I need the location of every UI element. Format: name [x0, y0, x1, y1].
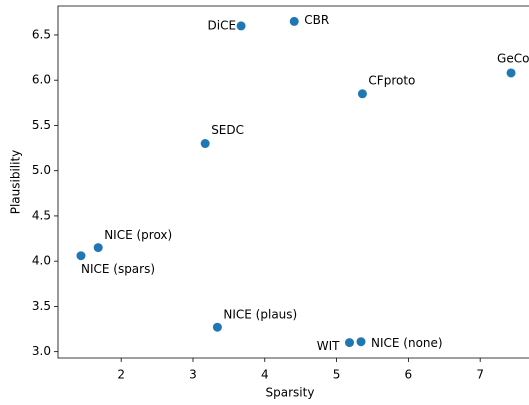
point-label: CBR [304, 13, 329, 27]
point [345, 338, 355, 348]
point-label: NICE (prox) [104, 228, 172, 242]
point [76, 251, 86, 261]
point-label: NICE (plaus) [223, 308, 297, 322]
point-label: DiCE [208, 18, 237, 32]
y-axis-label: Plausibility [9, 150, 23, 215]
x-tick-label: 5 [333, 368, 341, 382]
y-tick-label: 5.0 [32, 163, 51, 177]
x-tick-label: 3 [189, 368, 197, 382]
x-tick-label: 4 [261, 368, 269, 382]
point [212, 322, 222, 332]
point [357, 89, 367, 99]
y-tick-label: 6.5 [32, 27, 51, 41]
x-tick-label: 6 [405, 368, 413, 382]
y-tick-label: 4.5 [32, 208, 51, 222]
point-label: CFproto [368, 73, 415, 87]
point-label: SEDC [211, 123, 244, 137]
y-tick-label: 6.0 [32, 73, 51, 87]
point [356, 337, 366, 347]
y-tick-label: 4.0 [32, 254, 51, 268]
y-tick-label: 3.5 [32, 299, 51, 313]
point-label: NICE (spars) [81, 262, 155, 276]
axes-frame [57, 5, 529, 359]
point [200, 139, 210, 149]
point [236, 21, 246, 31]
y-tick-label: 5.5 [32, 118, 51, 132]
point [93, 243, 103, 253]
y-tick-label: 3.0 [32, 344, 51, 358]
x-tick-label: 2 [117, 368, 125, 382]
point-label: WIT [317, 339, 340, 353]
point-label: GeCo [497, 51, 529, 65]
point [506, 68, 516, 78]
point-label: NICE (none) [371, 336, 443, 350]
point [289, 16, 299, 26]
x-tick-label: 7 [476, 368, 484, 382]
x-axis-label: Sparsity [266, 386, 315, 400]
